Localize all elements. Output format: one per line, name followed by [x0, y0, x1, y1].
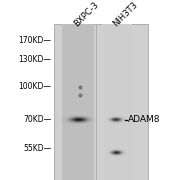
Bar — [54, 24, 148, 180]
Text: BXPC-3: BXPC-3 — [72, 1, 100, 29]
Text: 130KD—: 130KD— — [18, 55, 51, 64]
Bar — [102, 24, 132, 180]
Text: 55KD—: 55KD— — [23, 144, 51, 153]
Text: NIH3T3: NIH3T3 — [112, 1, 140, 29]
Text: 170KD—: 170KD— — [18, 36, 51, 45]
Text: 70KD—: 70KD— — [23, 116, 51, 125]
Text: ADAM8: ADAM8 — [128, 116, 160, 125]
Bar — [62, 24, 94, 180]
Text: 100KD—: 100KD— — [18, 82, 51, 91]
